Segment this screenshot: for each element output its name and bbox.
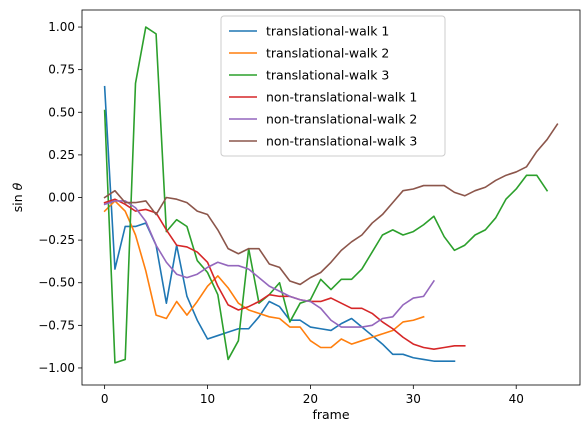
series-line-1 [103, 85, 456, 362]
series-line-3 [103, 26, 549, 364]
y-tick-label: 0.25 [48, 148, 75, 162]
x-tick-label: 30 [406, 392, 421, 406]
x-tick-label: 0 [101, 392, 109, 406]
y-axis-label-symbol: θ [10, 182, 25, 190]
y-tick-label: −1.00 [38, 361, 75, 375]
x-tick-label: 20 [303, 392, 318, 406]
y-tick-label: 0.00 [48, 191, 75, 205]
legend-label-4: non-translational-walk 1 [266, 90, 417, 105]
legend-label-6: non-translational-walk 3 [266, 134, 417, 149]
y-tick-label: −0.25 [38, 233, 75, 247]
y-tick-label: −0.50 [38, 276, 75, 290]
x-tick-label: 10 [200, 392, 215, 406]
legend: translational-walk 1 translational-walk 2… [220, 15, 446, 157]
y-axis-label: sin θ [10, 182, 25, 212]
x-axis-ticks: 0 10 20 30 40 [101, 385, 524, 406]
x-axis-label: frame [312, 407, 349, 422]
series-line-2 [103, 200, 425, 349]
y-axis-ticks: −1.00 −0.75 −0.50 −0.25 0.00 0.25 0.50 0.75 1.00 [38, 20, 82, 375]
y-tick-label: −0.75 [38, 318, 75, 332]
x-tick-label: 40 [509, 392, 524, 406]
legend-box [220, 15, 446, 157]
legend-label-1: translational-walk 1 [266, 24, 389, 39]
y-tick-label: 0.75 [48, 63, 75, 77]
series-line-5 [103, 200, 436, 328]
legend-label-5: non-translational-walk 2 [266, 112, 417, 127]
series-line-4 [103, 198, 466, 351]
legend-label-2: translational-walk 2 [266, 46, 389, 61]
y-tick-label: 0.50 [48, 105, 75, 119]
plot-lines [103, 26, 559, 364]
series-line-6 [103, 123, 559, 286]
legend-label-3: translational-walk 3 [266, 68, 389, 83]
y-axis-label-main: sin [10, 194, 25, 212]
y-tick-label: 1.00 [48, 20, 75, 34]
